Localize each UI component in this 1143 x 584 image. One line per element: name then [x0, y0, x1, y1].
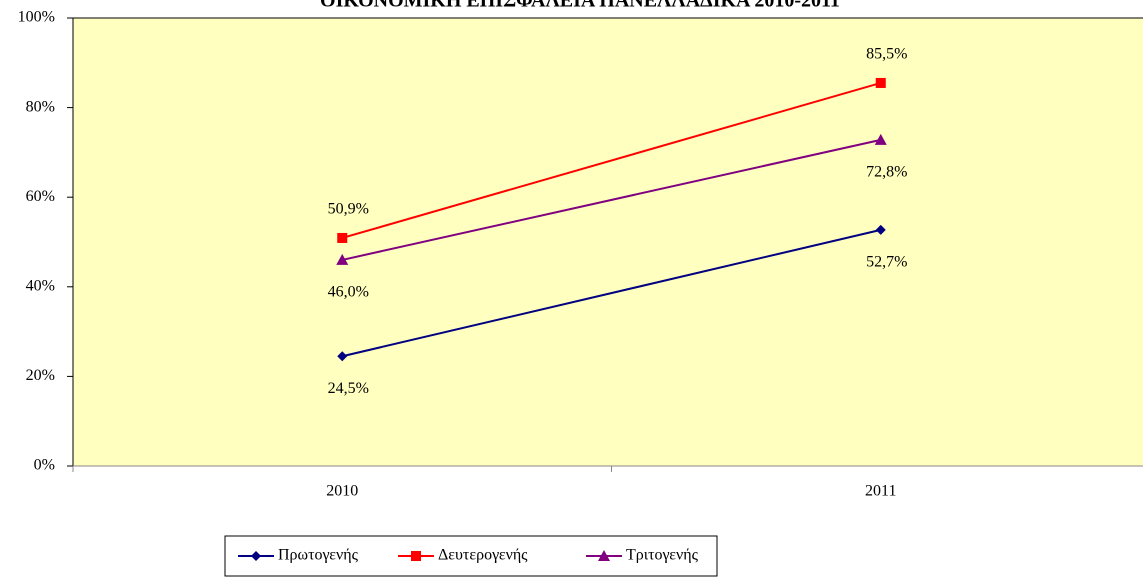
marker: [875, 224, 886, 235]
chart-title: ΟΙΚΟΝΟΜΙΚΗ ΕΠΙΣΦΑΛΕΙΑ ΠΑΝΕΛΛΑΔΙΚΑ 2010-2…: [320, 0, 840, 12]
y-tick-label: 40%: [26, 277, 55, 294]
marker: [336, 253, 349, 265]
data-label: 72,8%: [866, 164, 907, 181]
legend-label: Δευτερογενής: [438, 547, 528, 564]
marker: [337, 351, 348, 362]
x-tick-label: 2010: [326, 483, 358, 500]
data-label: 85,5%: [866, 46, 907, 63]
x-tick-label: 2011: [865, 483, 896, 500]
y-tick-label: 80%: [26, 98, 55, 115]
marker: [875, 77, 886, 88]
marker: [337, 232, 348, 243]
data-label: 50,9%: [328, 201, 369, 218]
series-line: [342, 138, 881, 261]
data-label: 24,5%: [328, 380, 369, 397]
y-tick-label: 0%: [34, 457, 55, 474]
legend-marker: [598, 550, 610, 561]
plot-area: [72, 17, 1143, 467]
legend-marker: [411, 551, 421, 561]
y-tick-label: 60%: [26, 188, 55, 205]
data-label: 52,7%: [866, 254, 907, 271]
series-line: [342, 228, 881, 358]
series-line: [341, 81, 882, 239]
marker: [874, 133, 887, 145]
y-tick-label: 20%: [26, 367, 55, 384]
legend: [224, 535, 718, 577]
legend-label: Τριτογενής: [626, 547, 699, 564]
y-tick-label: 100%: [18, 9, 55, 26]
data-label: 46,0%: [328, 284, 369, 301]
legend-marker: [251, 551, 261, 561]
legend-label: Πρωτογενής: [278, 547, 359, 564]
